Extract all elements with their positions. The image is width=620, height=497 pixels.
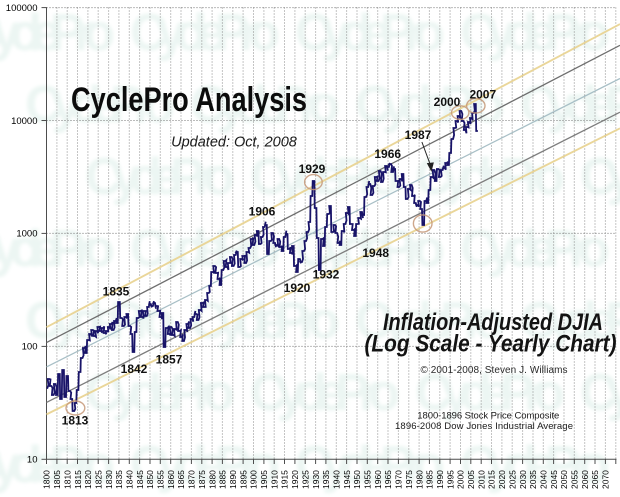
svg-text:2000: 2000 xyxy=(434,95,461,109)
svg-text:100000: 100000 xyxy=(6,3,38,14)
svg-text:Updated: Oct, 2008: Updated: Oct, 2008 xyxy=(171,135,297,151)
svg-text:2065: 2065 xyxy=(590,470,600,489)
svg-text:CyclePro: CyclePro xyxy=(0,436,115,494)
svg-text:2060: 2060 xyxy=(580,470,590,489)
svg-text:CyclePro: CyclePro xyxy=(355,292,505,350)
svg-text:1990: 1990 xyxy=(435,470,445,489)
svg-text:1825: 1825 xyxy=(94,470,104,489)
svg-text:1835: 1835 xyxy=(103,285,130,299)
svg-text:1845: 1845 xyxy=(135,470,145,489)
svg-text:(Log Scale - Yearly Chart): (Log Scale - Yearly Chart) xyxy=(365,331,617,358)
svg-text:1800: 1800 xyxy=(42,470,52,489)
svg-text:1920: 1920 xyxy=(284,281,311,295)
svg-text:1932: 1932 xyxy=(313,268,340,282)
svg-text:1995: 1995 xyxy=(445,470,455,489)
svg-text:CyclePro: CyclePro xyxy=(250,364,400,422)
svg-text:1980: 1980 xyxy=(414,470,424,489)
svg-text:1890: 1890 xyxy=(228,470,238,489)
svg-text:1948: 1948 xyxy=(362,246,389,260)
svg-text:2015: 2015 xyxy=(487,470,497,489)
svg-text:CyclePro: CyclePro xyxy=(25,292,175,350)
svg-text:1966: 1966 xyxy=(374,147,401,161)
svg-text:1975: 1975 xyxy=(404,470,414,489)
svg-text:1810: 1810 xyxy=(62,470,72,489)
svg-text:1815: 1815 xyxy=(73,470,83,489)
svg-text:CyclePro Analysis: CyclePro Analysis xyxy=(71,81,307,119)
svg-text:1900: 1900 xyxy=(249,470,259,489)
svg-text:Inflation-Adjusted DJIA: Inflation-Adjusted DJIA xyxy=(383,309,603,336)
svg-text:1800-1896 Stock Price Composit: 1800-1896 Stock Price Composite xyxy=(417,411,559,422)
svg-text:1813: 1813 xyxy=(62,414,89,428)
svg-text:1805: 1805 xyxy=(52,470,62,489)
svg-text:1870: 1870 xyxy=(187,470,197,489)
svg-text:CyclePro: CyclePro xyxy=(130,4,280,62)
svg-text:1985: 1985 xyxy=(425,470,435,489)
svg-text:2035: 2035 xyxy=(528,470,538,489)
svg-text:1930: 1930 xyxy=(311,470,321,489)
svg-text:CyclePro: CyclePro xyxy=(130,436,280,494)
svg-text:2040: 2040 xyxy=(539,470,549,489)
svg-text:CyclePro: CyclePro xyxy=(295,436,445,494)
svg-text:10000: 10000 xyxy=(11,116,37,127)
svg-text:2055: 2055 xyxy=(570,470,580,489)
svg-text:2010: 2010 xyxy=(476,470,486,489)
svg-text:1970: 1970 xyxy=(394,470,404,489)
svg-text:10: 10 xyxy=(27,455,38,466)
svg-text:1895: 1895 xyxy=(238,470,248,489)
svg-text:1885: 1885 xyxy=(218,470,228,489)
svg-text:1830: 1830 xyxy=(104,470,114,489)
svg-text:CyclePro: CyclePro xyxy=(460,220,610,278)
svg-text:1000: 1000 xyxy=(16,229,37,240)
svg-text:CyclePro: CyclePro xyxy=(520,76,620,134)
svg-text:2070: 2070 xyxy=(601,470,611,489)
svg-text:2020: 2020 xyxy=(497,470,507,489)
svg-text:1865: 1865 xyxy=(176,470,186,489)
svg-text:CyclePro: CyclePro xyxy=(460,4,610,62)
svg-text:1896-2008 Dow Jones Industrial: 1896-2008 Dow Jones Industrial Average xyxy=(395,421,573,432)
svg-text:1842: 1842 xyxy=(121,362,148,376)
svg-text:CyclePro: CyclePro xyxy=(295,4,445,62)
svg-text:1857: 1857 xyxy=(156,353,183,367)
svg-text:CyclePro: CyclePro xyxy=(520,292,620,350)
svg-text:CyclePro: CyclePro xyxy=(0,220,115,278)
svg-text:1860: 1860 xyxy=(166,470,176,489)
svg-text:CyclePro: CyclePro xyxy=(190,292,340,350)
svg-text:1925: 1925 xyxy=(300,470,310,489)
svg-text:2045: 2045 xyxy=(549,470,559,489)
svg-text:1855: 1855 xyxy=(156,470,166,489)
svg-text:1906: 1906 xyxy=(249,205,276,219)
svg-text:100: 100 xyxy=(22,342,38,353)
svg-text:1955: 1955 xyxy=(363,470,373,489)
svg-text:1910: 1910 xyxy=(269,470,279,489)
svg-text:1850: 1850 xyxy=(145,470,155,489)
svg-text:2025: 2025 xyxy=(508,470,518,489)
svg-text:1820: 1820 xyxy=(83,470,93,489)
svg-text:1950: 1950 xyxy=(352,470,362,489)
svg-text:CyclePro: CyclePro xyxy=(0,4,115,62)
svg-text:1875: 1875 xyxy=(197,470,207,489)
svg-text:1929: 1929 xyxy=(299,162,326,176)
svg-text:1935: 1935 xyxy=(321,470,331,489)
svg-text:2050: 2050 xyxy=(559,470,569,489)
svg-text:1960: 1960 xyxy=(373,470,383,489)
svg-text:1835: 1835 xyxy=(114,470,124,489)
svg-text:2007: 2007 xyxy=(469,88,496,102)
svg-text:2000: 2000 xyxy=(456,470,466,489)
svg-text:CyclePro: CyclePro xyxy=(580,148,620,206)
svg-text:CyclePro: CyclePro xyxy=(580,364,620,422)
svg-text:1915: 1915 xyxy=(280,470,290,489)
svg-text:1945: 1945 xyxy=(342,470,352,489)
svg-text:2005: 2005 xyxy=(466,470,476,489)
svg-text:© 2001-2008, Steven J. William: © 2001-2008, Steven J. Williams xyxy=(421,365,568,376)
svg-text:CyclePro: CyclePro xyxy=(190,76,340,134)
svg-text:1920: 1920 xyxy=(290,470,300,489)
svg-text:1965: 1965 xyxy=(383,470,393,489)
svg-text:CyclePro: CyclePro xyxy=(130,220,280,278)
svg-text:1940: 1940 xyxy=(332,470,342,489)
svg-text:1840: 1840 xyxy=(125,470,135,489)
svg-text:1987: 1987 xyxy=(405,128,432,142)
svg-text:1905: 1905 xyxy=(259,470,269,489)
svg-text:1880: 1880 xyxy=(207,470,217,489)
svg-text:2030: 2030 xyxy=(518,470,528,489)
